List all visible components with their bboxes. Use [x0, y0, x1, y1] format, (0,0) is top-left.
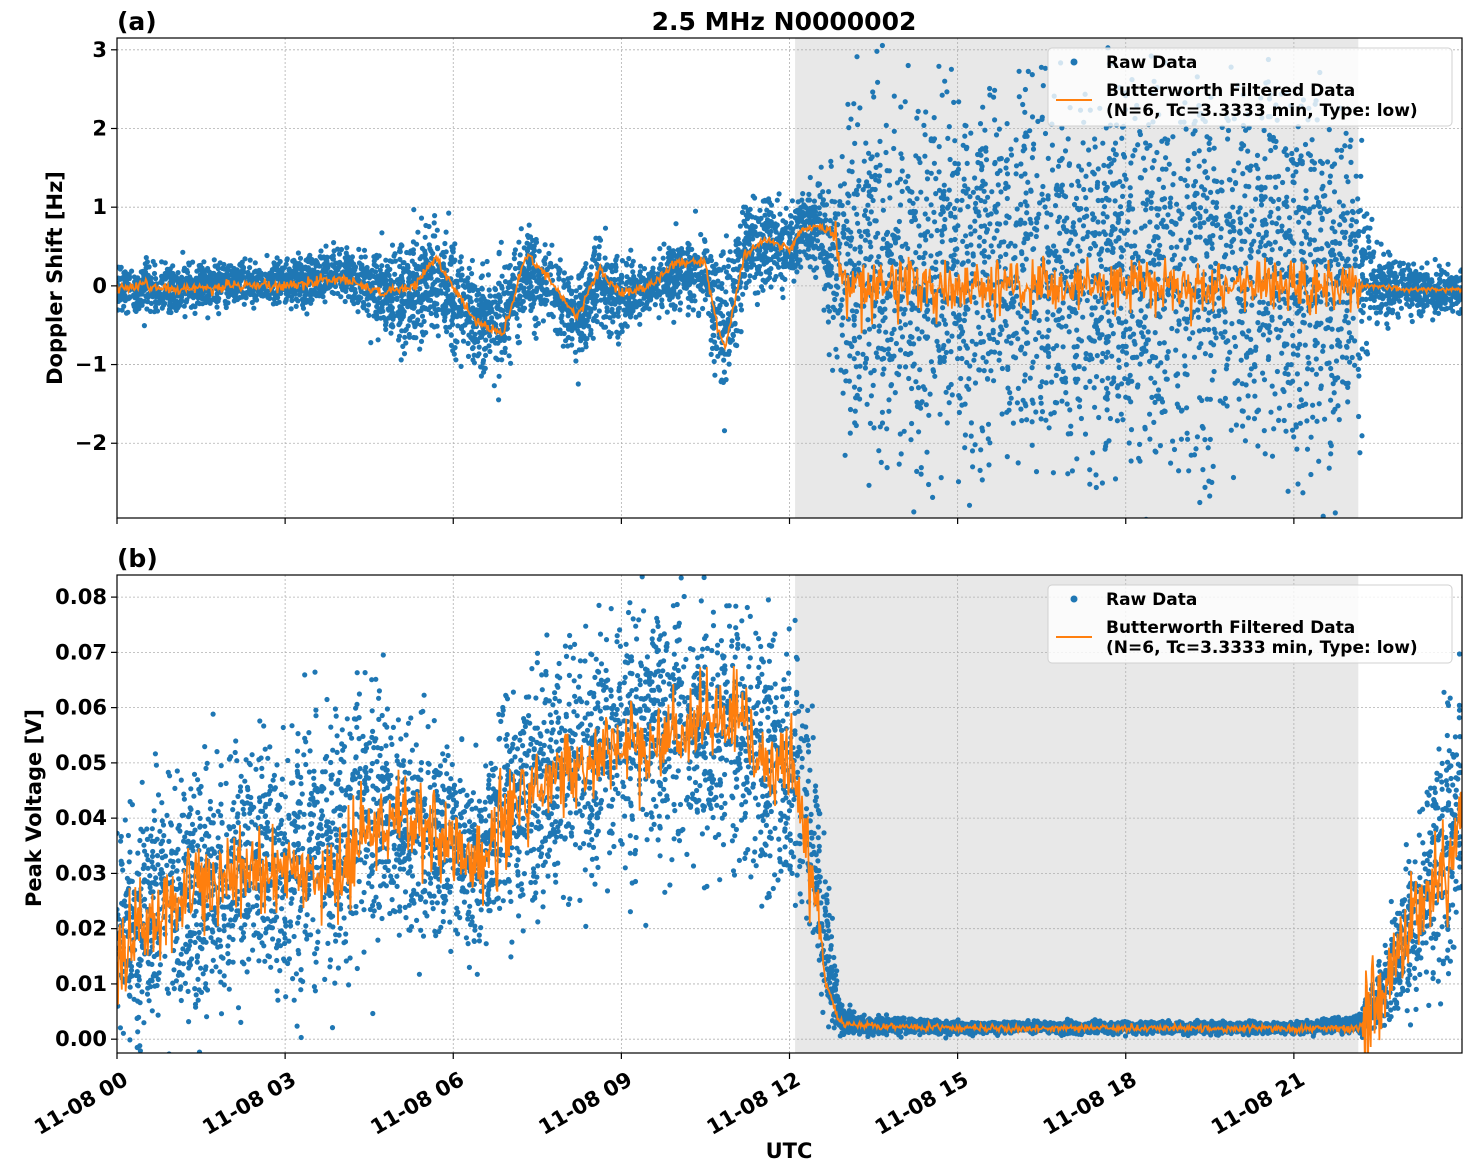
panel-a-y-axis-label: Doppler Shift [Hz]	[43, 171, 67, 385]
panel-a-x-ticks	[117, 518, 1294, 524]
panel-b-x-ticks: 11-08 00 11-08 03 11-08 06 11-08 09 11-08 12…	[30, 1053, 1309, 1140]
x-tick-label: 11-08 21	[1207, 1067, 1309, 1140]
y-tick-label: 0.06	[55, 696, 107, 720]
y-tick-label: −2	[75, 431, 107, 455]
legend-filtered-label-line2: (N=6, Tc=3.3333 min, Type: low)	[1106, 101, 1418, 121]
panel-b-label: (b)	[117, 544, 158, 573]
panel-a-label: (a)	[117, 7, 157, 36]
x-tick-label: 11-08 03	[198, 1067, 300, 1140]
x-tick-label: 11-08 12	[703, 1067, 805, 1140]
x-tick-label: 11-08 18	[1039, 1067, 1141, 1140]
y-tick-label: 0.02	[55, 917, 107, 941]
y-tick-label: 0.07	[55, 640, 107, 664]
legend-raw-label: Raw Data	[1106, 590, 1197, 610]
panel-b-y-ticks: 0.00 0.01 0.02 0.03 0.04 0.05 0.06 0.07 0.08	[55, 585, 117, 1051]
legend-raw-marker	[1071, 596, 1078, 603]
y-tick-label: 1	[92, 195, 107, 219]
y-tick-label: −1	[75, 353, 107, 377]
legend-filtered-label-line2: (N=6, Tc=3.3333 min, Type: low)	[1106, 638, 1418, 658]
y-tick-label: 3	[92, 38, 107, 62]
x-tick-label: 11-08 00	[30, 1067, 132, 1140]
panel-a-y-ticks: −2 −1 0 1 2 3	[75, 38, 117, 455]
y-tick-label: 0	[92, 274, 107, 298]
legend-raw-marker	[1071, 59, 1078, 66]
panel-b-peak-voltage: 0.00 0.01 0.02 0.03 0.04 0.05 0.06 0.07 0.08 11-…	[22, 535, 1465, 1163]
y-tick-label: 0.04	[55, 806, 107, 830]
chart-title: 2.5 MHz N0000002	[652, 7, 917, 36]
legend-filtered-label-line1: Butterworth Filtered Data	[1106, 618, 1355, 638]
panel-b-y-axis-label: Peak Voltage [V]	[22, 709, 46, 907]
legend-filtered-label-line1: Butterworth Filtered Data	[1106, 81, 1355, 101]
y-tick-label: 0.00	[55, 1027, 107, 1051]
panel-b-legend: Raw Data Butterworth Filtered Data (N=6,…	[1048, 585, 1452, 663]
panel-a-doppler: −2 −1 0 1 2 3 (a) 2.5 MHz N0000002 Doppler Sh…	[43, 0, 1465, 653]
panel-a-legend: Raw Data Butterworth Filtered Data (N=6,…	[1048, 48, 1452, 126]
y-tick-label: 2	[92, 116, 107, 140]
y-tick-label: 0.05	[55, 751, 107, 775]
x-tick-label: 11-08 09	[534, 1067, 636, 1140]
legend-raw-label: Raw Data	[1106, 53, 1197, 73]
y-tick-label: 0.08	[55, 585, 107, 609]
y-tick-label: 0.03	[55, 861, 107, 885]
x-tick-label: 11-08 06	[366, 1067, 468, 1140]
x-axis-label: UTC	[766, 1139, 813, 1163]
x-tick-label: 11-08 15	[871, 1067, 973, 1140]
y-tick-label: 0.01	[55, 972, 107, 996]
